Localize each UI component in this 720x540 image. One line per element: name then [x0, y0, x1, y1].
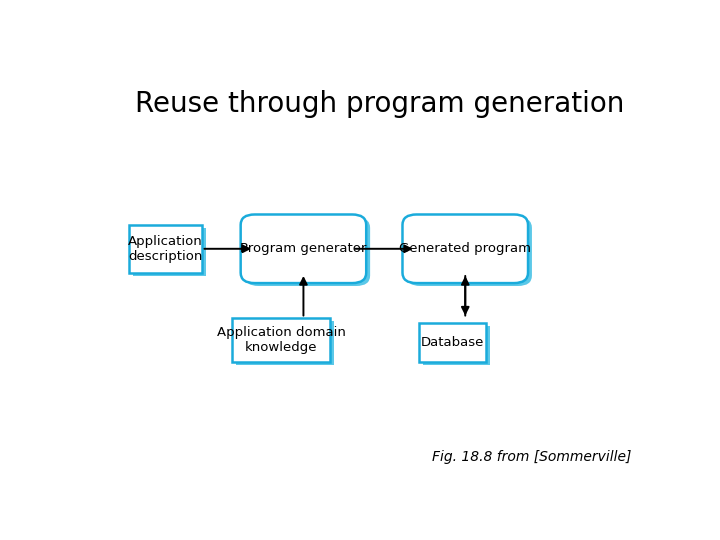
FancyBboxPatch shape — [236, 321, 334, 365]
Text: Application domain
knowledge: Application domain knowledge — [217, 326, 346, 354]
FancyBboxPatch shape — [406, 218, 532, 286]
FancyBboxPatch shape — [133, 228, 205, 275]
Text: Reuse through program generation: Reuse through program generation — [135, 90, 624, 118]
Text: Fig. 18.8 from [Sommerville]: Fig. 18.8 from [Sommerville] — [432, 450, 631, 464]
FancyBboxPatch shape — [419, 322, 486, 362]
Text: Generated program: Generated program — [400, 242, 531, 255]
Text: Application
description: Application description — [128, 235, 203, 263]
FancyBboxPatch shape — [129, 225, 202, 273]
FancyBboxPatch shape — [402, 214, 528, 283]
FancyBboxPatch shape — [245, 218, 370, 286]
FancyBboxPatch shape — [233, 319, 330, 362]
FancyBboxPatch shape — [240, 214, 366, 283]
Text: Database: Database — [421, 336, 485, 349]
FancyBboxPatch shape — [423, 326, 490, 365]
Text: Program generator: Program generator — [240, 242, 366, 255]
